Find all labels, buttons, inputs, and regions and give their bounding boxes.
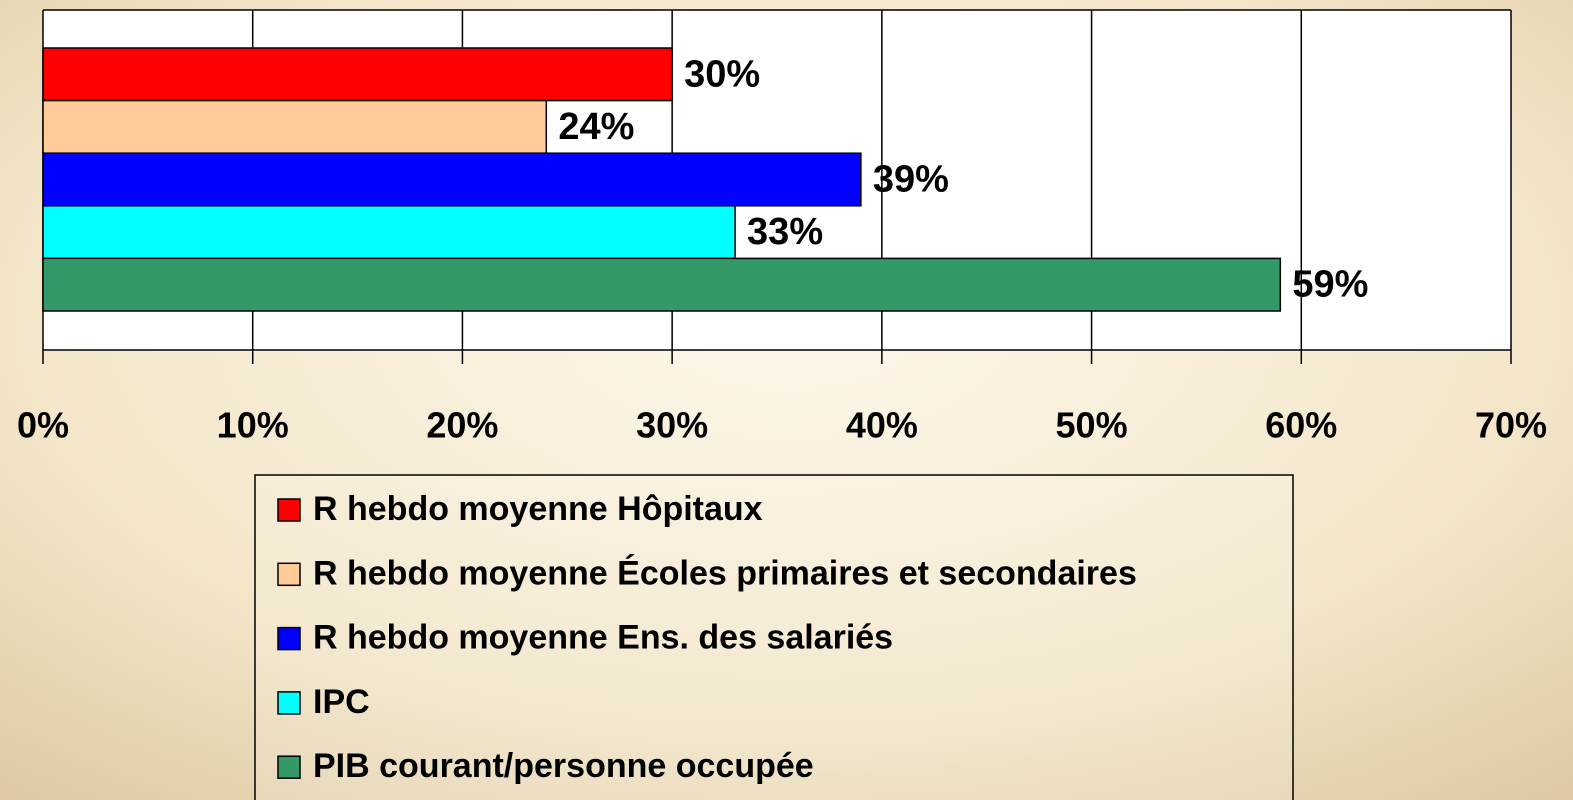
- legend-box: [254, 474, 1294, 800]
- legend-label: R hebdo moyenne Écoles primaires et seco…: [313, 554, 1137, 592]
- x-tick-label: 70%: [1475, 405, 1547, 446]
- bar: [42, 47, 673, 102]
- data-label: 24%: [558, 106, 634, 148]
- x-tick-label: 60%: [1265, 405, 1337, 446]
- x-tick-label: 50%: [1056, 405, 1128, 446]
- x-tick-label: 40%: [846, 405, 918, 446]
- x-tick-label: 0%: [17, 405, 69, 446]
- data-label: 39%: [873, 159, 949, 201]
- legend-swatch: [277, 626, 301, 651]
- data-label: 59%: [1292, 264, 1368, 306]
- data-label: 30%: [684, 53, 760, 95]
- legend-label: R hebdo moyenne Hôpitaux: [313, 490, 763, 528]
- x-tick-label: 20%: [426, 405, 498, 446]
- bar: [42, 257, 1282, 312]
- legend-label: IPC: [313, 683, 370, 721]
- x-tick-label: 10%: [217, 405, 289, 446]
- legend-label: PIB courant/personne occupée: [313, 747, 814, 785]
- bar: [42, 99, 548, 154]
- data-label: 33%: [747, 211, 823, 253]
- legend-label: R hebdo moyenne Ens. des salariés: [313, 619, 893, 657]
- bar: [42, 205, 736, 260]
- bar: [42, 152, 862, 207]
- legend-swatch: [277, 755, 301, 779]
- x-tick-label: 30%: [636, 405, 708, 446]
- legend-swatch: [277, 498, 301, 522]
- legend-swatch: [277, 562, 301, 587]
- legend-swatch: [277, 691, 301, 715]
